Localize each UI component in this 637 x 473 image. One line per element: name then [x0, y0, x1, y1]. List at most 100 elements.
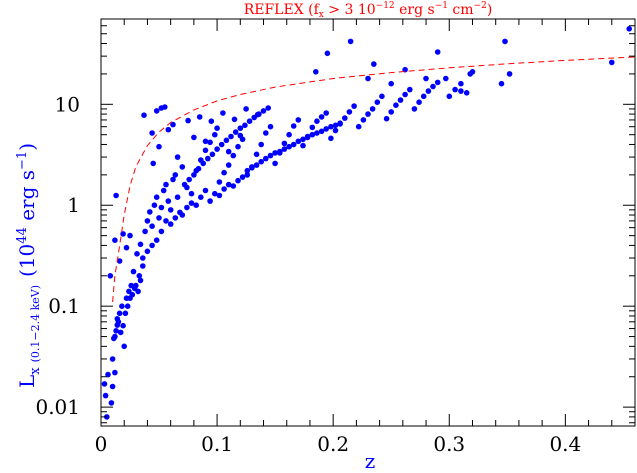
data-point — [463, 90, 470, 96]
plot-frame — [100, 18, 636, 427]
data-point — [140, 263, 146, 269]
data-point — [123, 295, 130, 302]
x-tick-label: 0.3 — [433, 432, 465, 456]
data-point — [153, 194, 160, 200]
data-point — [142, 228, 148, 235]
data-point — [208, 118, 215, 124]
data-point — [228, 133, 234, 140]
data-point — [141, 112, 147, 118]
data-point — [112, 333, 118, 340]
data-point — [360, 117, 367, 123]
data-point — [243, 106, 249, 112]
data-point — [323, 110, 330, 116]
data-point — [397, 97, 404, 103]
data-point — [225, 162, 232, 168]
data-point — [121, 343, 127, 350]
data-point — [469, 69, 476, 75]
data-point — [153, 237, 160, 243]
data-point — [137, 277, 144, 284]
data-point — [290, 123, 297, 129]
data-point — [225, 181, 232, 188]
data-point — [242, 122, 248, 129]
data-point — [158, 204, 165, 211]
data-point — [626, 26, 632, 32]
data-point — [383, 115, 390, 122]
data-point — [272, 160, 278, 167]
data-point — [202, 138, 209, 145]
data-point — [188, 200, 195, 206]
data-point — [314, 118, 320, 124]
data-point — [137, 241, 144, 248]
data-point — [314, 130, 320, 136]
data-point — [167, 221, 174, 227]
data-point — [188, 190, 195, 197]
data-point — [304, 134, 311, 141]
data-point — [434, 79, 441, 86]
data-point — [170, 176, 176, 183]
data-point — [423, 75, 429, 82]
data-point — [351, 103, 357, 109]
data-point — [181, 181, 188, 188]
data-point — [318, 114, 325, 120]
data-point — [162, 104, 168, 110]
data-point — [198, 194, 204, 200]
data-point — [216, 179, 223, 185]
data-point — [286, 131, 292, 138]
data-point — [149, 130, 155, 136]
data-point — [109, 383, 116, 390]
data-point — [260, 108, 267, 114]
data-point — [209, 151, 216, 158]
data-point — [355, 123, 362, 130]
data-point — [149, 223, 155, 229]
data-point — [369, 106, 376, 112]
data-point — [109, 356, 116, 362]
data-point — [120, 231, 126, 237]
flux-limit-line — [112, 56, 636, 303]
data-point — [346, 109, 353, 115]
flux-limit-curve — [112, 56, 636, 303]
data-point — [416, 99, 422, 105]
data-point — [207, 139, 213, 146]
data-point — [214, 125, 220, 131]
data-point — [218, 141, 225, 148]
data-point — [458, 80, 464, 87]
data-point — [163, 218, 169, 224]
data-point — [402, 91, 408, 98]
data-point — [309, 124, 316, 131]
data-point — [309, 131, 316, 138]
data-point — [365, 75, 371, 82]
data-point — [230, 183, 237, 189]
data-point — [313, 69, 319, 75]
data-point — [144, 248, 151, 255]
data-point — [112, 237, 118, 243]
data-point — [246, 118, 253, 124]
data-point — [186, 176, 192, 183]
data-point — [135, 288, 141, 295]
data-point — [191, 172, 197, 178]
data-point — [165, 198, 172, 204]
data-point — [237, 125, 244, 131]
data-point — [212, 190, 218, 197]
data-point — [172, 172, 179, 178]
data-point — [328, 135, 334, 142]
data-point — [300, 136, 306, 143]
data-point — [200, 160, 206, 167]
data-point — [205, 155, 211, 162]
data-point — [253, 162, 260, 168]
data-point — [223, 137, 230, 144]
data-point — [434, 49, 441, 55]
data-point — [244, 172, 251, 178]
data-point — [231, 116, 238, 123]
data-point — [502, 38, 508, 45]
data-point — [425, 88, 432, 94]
data-point — [332, 127, 339, 134]
y-tick-labels: 0.01 0.1 1 10 — [35, 92, 80, 419]
data-point — [101, 381, 108, 387]
y-tick-label: 0.01 — [35, 395, 80, 419]
data-point — [130, 268, 137, 275]
data-point — [411, 106, 418, 112]
data-point — [105, 371, 111, 378]
data-point — [267, 123, 274, 130]
data-point — [253, 151, 260, 158]
